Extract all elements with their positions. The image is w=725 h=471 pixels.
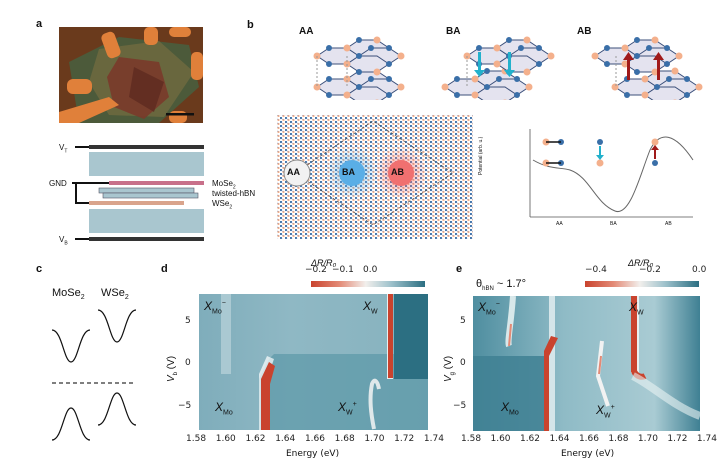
xtick: 1.64	[549, 434, 570, 444]
bottom-gate-label: VB	[59, 235, 68, 247]
xtick: 1.74	[696, 434, 717, 444]
colorbar-d-tick: −0.1	[332, 265, 354, 275]
scale-bar	[166, 113, 194, 116]
annotation-d-xmo-minus: XMo−	[204, 299, 226, 316]
colorbar-e-tick: −0.2	[639, 265, 661, 275]
annotation-d-xmo: XMo	[215, 400, 233, 417]
device-stack-diagram	[40, 140, 250, 250]
stacking-label-ba: BA	[446, 26, 461, 37]
layer-label-mose2: MoSe2	[212, 179, 236, 191]
xtick: 1.58	[461, 434, 482, 444]
xtick: 1.60	[490, 434, 511, 444]
xtick: 1.66	[304, 434, 325, 444]
ytick-e: 5	[460, 316, 466, 326]
potential-xtick-ab: AB	[665, 221, 672, 227]
panel-e-title: θhBN ~ 1.7°	[476, 278, 527, 293]
stacking-label-aa: AA	[299, 26, 314, 37]
colorbar-d	[311, 281, 425, 287]
moire-lattice	[275, 113, 475, 243]
annotation-e-xmo-minus: XMo−	[478, 300, 500, 317]
top-gate-label: VT	[59, 143, 68, 155]
xtick: 1.68	[608, 434, 629, 444]
potential-ylabel: Potential (arb. u.)	[478, 136, 484, 175]
layer-label-twisted-hbn: twisted-hBN	[212, 189, 256, 198]
xtick: 1.70	[637, 434, 658, 444]
panel-d-label: d	[161, 263, 168, 275]
panel-e-label: e	[456, 263, 463, 275]
moire-label-aa: AA	[287, 167, 300, 177]
ylabel-e: Vg (V)	[443, 355, 456, 382]
xlabel-d: Energy (eV)	[286, 449, 340, 459]
ytick-d: −5	[178, 401, 192, 411]
column-label-wse2: WSe2	[101, 287, 129, 302]
panel-b-label: b	[247, 19, 254, 31]
colorbar-e	[585, 281, 699, 287]
heatmap-d	[199, 294, 428, 430]
stacking-label-ab: AB	[577, 26, 592, 37]
panel-a-label: a	[36, 18, 43, 30]
annotation-d-xw: XW	[363, 299, 378, 316]
colorbar-d-tick: −0.2	[305, 265, 327, 275]
ytick-d: 0	[185, 358, 191, 368]
xtick: 1.58	[186, 434, 207, 444]
ytick-e: −5	[453, 401, 467, 411]
xtick: 1.72	[667, 434, 688, 444]
heatmap-e	[473, 296, 700, 431]
moire-label-ba: BA	[342, 167, 355, 177]
xtick: 1.74	[423, 434, 444, 444]
xlabel-e: Energy (eV)	[561, 449, 615, 459]
layer-label-wse2: WSe2	[212, 199, 233, 211]
xtick: 1.64	[275, 434, 296, 444]
annotation-e-xw: XW	[629, 300, 644, 317]
xtick: 1.60	[215, 434, 236, 444]
colorbar-e-tick: −0.4	[585, 265, 607, 275]
annotation-e-xw-plus: XW+	[596, 403, 615, 420]
ylabel-d: Vb (V)	[166, 355, 179, 382]
device-micrograph	[59, 27, 203, 123]
xtick: 1.68	[334, 434, 355, 444]
potential-xtick-ba: BA	[610, 221, 617, 227]
colorbar-d-tick: 0.0	[363, 265, 378, 275]
xtick: 1.72	[394, 434, 415, 444]
xtick: 1.62	[245, 434, 266, 444]
potential-plot	[525, 125, 695, 225]
panel-c-label: c	[36, 263, 43, 275]
xtick: 1.66	[578, 434, 599, 444]
xticks-e: 1.58 1.60 1.62 1.64 1.66 1.68 1.70 1.72 …	[461, 434, 717, 444]
moire-label-ab: AB	[391, 167, 404, 177]
xtick: 1.70	[364, 434, 385, 444]
ground-label: GND	[49, 179, 67, 188]
xticks-d: 1.58 1.60 1.62 1.64 1.66 1.68 1.70 1.72 …	[186, 434, 444, 444]
xtick: 1.62	[519, 434, 541, 444]
stacking-schematics	[275, 30, 715, 100]
band-alignment-diagram	[50, 305, 140, 445]
ytick-e: 0	[460, 358, 466, 368]
colorbar-d-title: ΔR/R₀	[311, 258, 337, 268]
colorbar-e-tick: 0.0	[692, 265, 707, 275]
annotation-d-xw-plus: XW+	[338, 400, 357, 417]
colorbar-e-title: ΔR/R₀	[628, 258, 654, 268]
ytick-d: 5	[185, 316, 191, 326]
column-label-mose2: MoSe2	[52, 287, 85, 302]
potential-xtick-aa: AA	[556, 221, 563, 227]
annotation-e-xmo: XMo	[501, 400, 519, 417]
